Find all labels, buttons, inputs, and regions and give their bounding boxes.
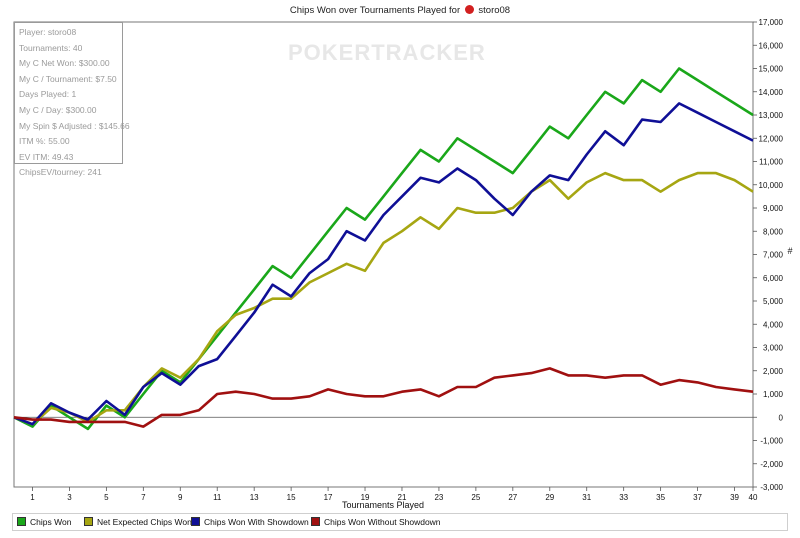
stat-itm: ITM %: 55.00 (19, 136, 70, 147)
legend-swatch-net-expected (84, 517, 93, 526)
y-tick-label: 2,000 (763, 367, 784, 376)
y-tick-label: 7,000 (763, 251, 784, 260)
y-tick-label: 16,000 (759, 41, 784, 50)
x-tick-label: 27 (508, 493, 517, 502)
y-tick-label: -3,000 (760, 483, 783, 492)
y-tick-label: 12,000 (759, 134, 784, 143)
chart-title: Chips Won over Tournaments Played for st… (0, 5, 800, 16)
x-tick-label: 13 (250, 493, 259, 502)
y-tick-label: 8,000 (763, 227, 784, 236)
legend-swatch-chips-won (17, 517, 26, 526)
y-tick-label: 17,000 (759, 18, 784, 27)
x-tick-label: 31 (582, 493, 591, 502)
legend-item-net-expected[interactable]: Net Expected Chips Won (84, 517, 192, 527)
legend-swatch-showdown (191, 517, 200, 526)
x-tick-label: 1 (30, 493, 35, 502)
stat-tournaments: Tournaments: 40 (19, 42, 83, 53)
legend-label: Net Expected Chips Won (97, 517, 192, 527)
y-tick-label: 11,000 (759, 158, 783, 167)
y-tick-label: 4,000 (763, 320, 784, 329)
x-tick-label: 29 (545, 493, 554, 502)
chart-title-text: Chips Won over Tournaments Played for (289, 5, 461, 16)
legend-item-chips-won[interactable]: Chips Won (17, 517, 71, 527)
legend-item-without-showdown[interactable]: Chips Won Without Showdown (311, 517, 441, 527)
legend-swatch-without-showdown (311, 517, 320, 526)
y-tick-label: 3,000 (763, 344, 784, 353)
y-tick-label: 1,000 (763, 390, 784, 399)
legend-label: Chips Won (30, 517, 72, 527)
x-tick-label: 39 (730, 493, 739, 502)
x-tick-label: 33 (619, 493, 628, 502)
chart-title-player: storo08 (478, 5, 511, 16)
x-tick-label: 35 (656, 493, 665, 502)
series-line-3 (13, 367, 754, 428)
y-tick-label: -1,000 (760, 437, 783, 446)
stat-net-won: My C Net Won: $300.00 (19, 58, 110, 69)
chart-legend: Chips Won Net Expected Chips Won Chips W… (12, 513, 788, 531)
x-tick-label: 23 (434, 493, 443, 502)
x-tick-label: 11 (213, 493, 222, 502)
x-tick-label: 25 (471, 493, 480, 502)
legend-label: Chips Won Without Showdown (324, 517, 441, 527)
player-stats-box: Player: storo08 Tournaments: 40 My C Net… (14, 22, 130, 177)
x-tick-label: 9 (178, 493, 183, 502)
y-tick-label: 5,000 (763, 297, 784, 306)
x-tick-label: 3 (67, 493, 72, 502)
y-tick-label: 9,000 (763, 204, 784, 213)
x-tick-label: 19 (361, 493, 370, 502)
stat-chipsev: ChipsEV/tourney: 241 (19, 167, 102, 178)
y-tick-label: 10,000 (759, 181, 784, 190)
stat-ev-itm: EV ITM: 49.43 (19, 151, 74, 162)
y-tick-label: 6,000 (763, 274, 784, 283)
pokerstars-icon (464, 5, 474, 14)
stat-per-tournament: My C / Tournament: $7.50 (19, 73, 117, 84)
x-tick-label: 37 (693, 493, 702, 502)
y-tick-label: 15,000 (759, 65, 784, 74)
series-line-0 (13, 67, 754, 431)
x-tick-label: 17 (324, 493, 333, 502)
y-tick-label: -2,000 (760, 460, 783, 469)
stat-player: Player: storo08 (19, 27, 77, 37)
stat-spin-adjusted: My Spin $ Adjusted : $145.66 (19, 120, 130, 131)
y-tick-label: 0 (779, 413, 784, 422)
y-axis-label: # (787, 246, 792, 256)
stat-days-played: Days Played: 1 (19, 89, 77, 100)
x-tick-label: 7 (141, 493, 146, 502)
legend-item-showdown[interactable]: Chips Won With Showdown (191, 517, 309, 527)
pokertracker-watermark: POKERTRACKER (288, 40, 486, 65)
x-tick-label: 40 (749, 493, 758, 502)
x-axis-label: Tournaments Played (342, 500, 424, 510)
y-tick-label: 14,000 (759, 88, 784, 97)
x-tick-label: 5 (104, 493, 109, 502)
legend-label: Chips Won With Showdown (204, 517, 309, 527)
series-line-2 (13, 102, 754, 426)
x-tick-label: 15 (287, 493, 296, 502)
y-tick-label: 13,000 (759, 111, 784, 120)
x-tick-label: 21 (398, 493, 407, 502)
series-line-1 (13, 171, 754, 426)
stat-per-day: My C / Day: $300.00 (19, 104, 97, 115)
